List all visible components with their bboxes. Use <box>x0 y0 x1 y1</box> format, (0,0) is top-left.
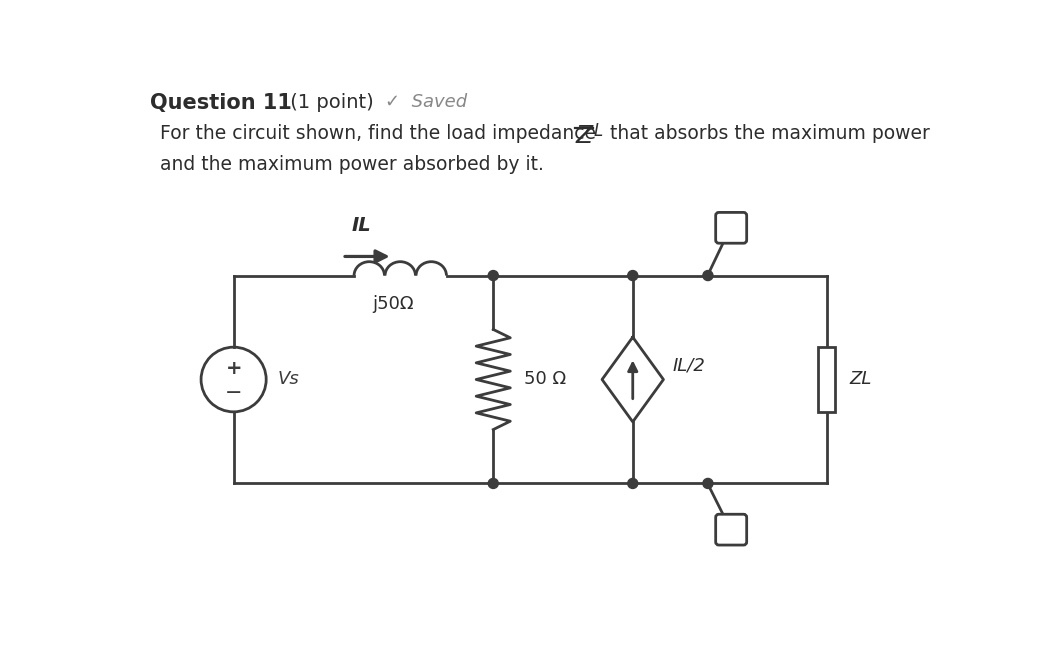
Bar <box>817 346 836 412</box>
Circle shape <box>703 478 713 488</box>
Text: For the circuit shown, find the load impedance: For the circuit shown, find the load imp… <box>161 124 602 143</box>
Text: 50 Ω: 50 Ω <box>524 370 567 389</box>
Circle shape <box>628 271 638 280</box>
Text: j50Ω: j50Ω <box>372 295 414 313</box>
Circle shape <box>488 478 499 488</box>
Text: ✓  Saved: ✓ Saved <box>385 93 467 111</box>
Text: that absorbs the maximum power: that absorbs the maximum power <box>604 124 930 143</box>
Circle shape <box>703 271 713 280</box>
FancyBboxPatch shape <box>715 213 746 244</box>
Text: IL: IL <box>352 216 371 235</box>
Text: and the maximum power absorbed by it.: and the maximum power absorbed by it. <box>161 154 544 174</box>
Circle shape <box>628 478 638 488</box>
Text: (1 point): (1 point) <box>284 93 374 112</box>
Text: $\mathbf{\mathit{Z}}$: $\mathbf{\mathit{Z}}$ <box>575 124 595 148</box>
Text: A: A <box>725 219 738 237</box>
Text: IL/2: IL/2 <box>673 356 706 375</box>
Text: ZL: ZL <box>849 370 872 389</box>
Circle shape <box>488 271 499 280</box>
Text: −: − <box>225 383 242 403</box>
Text: Vs: Vs <box>277 370 300 389</box>
Text: B: B <box>725 521 738 539</box>
Text: +: + <box>225 359 242 378</box>
Text: Question 11: Question 11 <box>150 93 292 113</box>
Text: $\mathit{L}$: $\mathit{L}$ <box>593 121 604 139</box>
FancyBboxPatch shape <box>715 514 746 545</box>
